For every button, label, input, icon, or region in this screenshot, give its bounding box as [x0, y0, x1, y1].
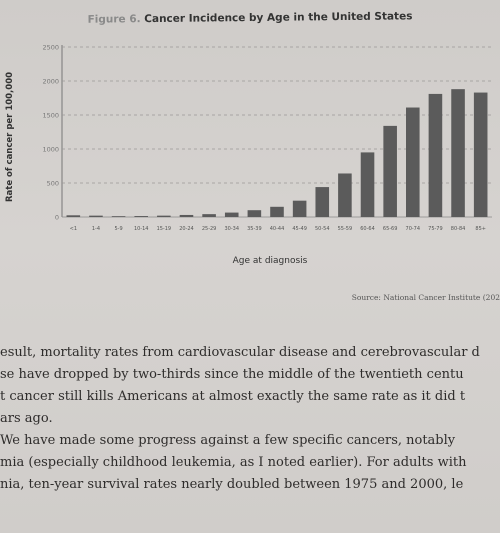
bar	[428, 93, 443, 217]
x-tick-label: 70-74	[406, 226, 421, 232]
x-tick-label: 1-4	[92, 226, 100, 232]
bar	[451, 89, 465, 217]
x-tick-label: 60-64	[360, 226, 375, 232]
x-tick-label: 30-34	[224, 226, 239, 232]
x-tick-label: 55-59	[338, 226, 353, 232]
x-tick-label: 80-84	[451, 226, 466, 232]
x-tick-label: 40-44	[270, 226, 285, 232]
bar-chart: 0 500 1000 1500 2000 2500 <1 1-4 5-9 10-14 15-19 20…	[42, 44, 492, 232]
x-tick-label: 20-24	[179, 226, 194, 232]
bar	[179, 214, 194, 217]
bar	[383, 125, 397, 217]
bar	[247, 210, 262, 217]
body-line: esult, mortality rates from cardiovascul…	[0, 345, 480, 360]
x-tick-label: 45-49	[292, 226, 307, 232]
x-tick-label: 5-9	[114, 226, 122, 232]
body-line: se have dropped by two-thirds since the …	[0, 367, 464, 382]
x-tick-label: 35-39	[247, 226, 262, 232]
bar	[338, 173, 352, 217]
x-tick-label: 65-69	[383, 226, 398, 232]
x-tick-label: 50-54	[315, 226, 330, 232]
bar	[202, 214, 216, 217]
body-line: nia, ten-year survival rates nearly doub…	[0, 477, 464, 492]
body-text: esult, mortality rates from cardiovascul…	[0, 342, 500, 533]
bar	[270, 206, 284, 217]
body-line: We have made some progress against a few…	[0, 433, 456, 448]
y-tick-label: 1000	[42, 146, 59, 154]
y-tick-label: 2500	[42, 44, 59, 52]
body-line: ars ago.	[0, 411, 53, 426]
bar	[315, 187, 330, 217]
y-tick-label: 0	[55, 214, 59, 222]
body-line: t cancer still kills Americans at almost…	[0, 389, 466, 404]
bar	[134, 216, 148, 217]
x-tick-label: 15-19	[157, 226, 172, 232]
bar	[66, 215, 81, 217]
x-tick-label: 75-79	[428, 226, 443, 232]
bar	[360, 152, 375, 217]
bar	[406, 107, 420, 217]
bar	[111, 216, 126, 217]
bar	[473, 92, 488, 217]
x-tick-label: 25-29	[202, 226, 217, 232]
bar	[292, 200, 307, 217]
x-tick-label: 10-14	[134, 226, 149, 232]
bar	[157, 215, 171, 217]
x-axis-label: Age at diagnosis	[232, 256, 308, 266]
bar	[89, 215, 103, 217]
bar	[224, 212, 239, 217]
y-tick-label: 1500	[42, 112, 59, 120]
source-note: Source: National Cancer Institute (202	[351, 293, 500, 302]
y-tick-label: 2000	[42, 78, 59, 86]
body-line: mia (especially childhood leukemia, as I…	[0, 455, 467, 470]
y-tick-label: 500	[47, 180, 59, 188]
x-tick-label: <1	[70, 226, 77, 232]
x-tick-label: 85+	[475, 226, 486, 232]
